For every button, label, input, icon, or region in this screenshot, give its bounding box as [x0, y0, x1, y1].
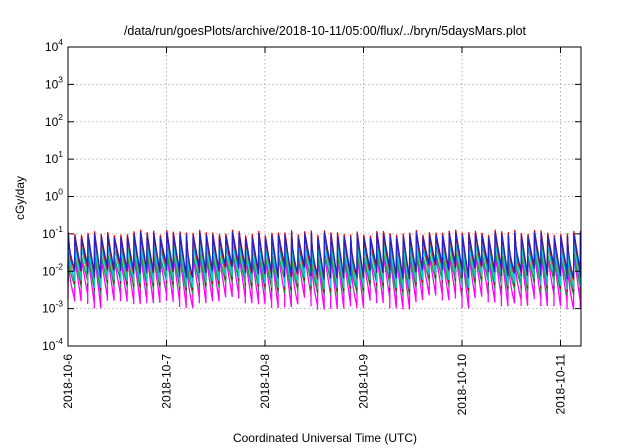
series-line: [67, 231, 582, 280]
y-tick-label: 101: [45, 149, 63, 166]
x-tick-label: 2018-10-8: [258, 354, 272, 409]
y-axis-label: cGy/day: [13, 176, 27, 220]
x-tick-labels: 2018-10-6 2018-10-7 2018-10-8 2018-10-9 2018…: [61, 354, 567, 416]
x-tick-label: 2018-10-9: [356, 354, 370, 409]
x-tick-label: 2018-10-7: [159, 354, 173, 409]
x-axis-label: Coordinated Universal Time (UTC): [233, 431, 417, 445]
x-tick-label: 2018-10-11: [553, 354, 567, 415]
y-tick-labels: 10-4 10-3 10-2 10-1 100 101 102 103 104: [42, 37, 63, 353]
x-tick-label: 2018-10-6: [61, 354, 75, 409]
y-tick-label: 100: [45, 187, 63, 204]
y-tick-label: 104: [45, 37, 63, 54]
y-tick-label: 102: [45, 112, 63, 129]
series-layer: [67, 229, 582, 310]
y-tick-label: 10-4: [42, 336, 63, 353]
y-tick-label: 103: [45, 74, 63, 91]
y-tick-label: 10-1: [42, 224, 63, 241]
tick-layer: [67, 46, 581, 347]
y-tick-label: 10-2: [42, 261, 63, 278]
x-tick-label: 2018-10-10: [455, 354, 469, 416]
chart-title: /data/run/goesPlots/archive/2018-10-11/0…: [124, 24, 527, 38]
y-tick-label: 10-3: [42, 299, 63, 316]
